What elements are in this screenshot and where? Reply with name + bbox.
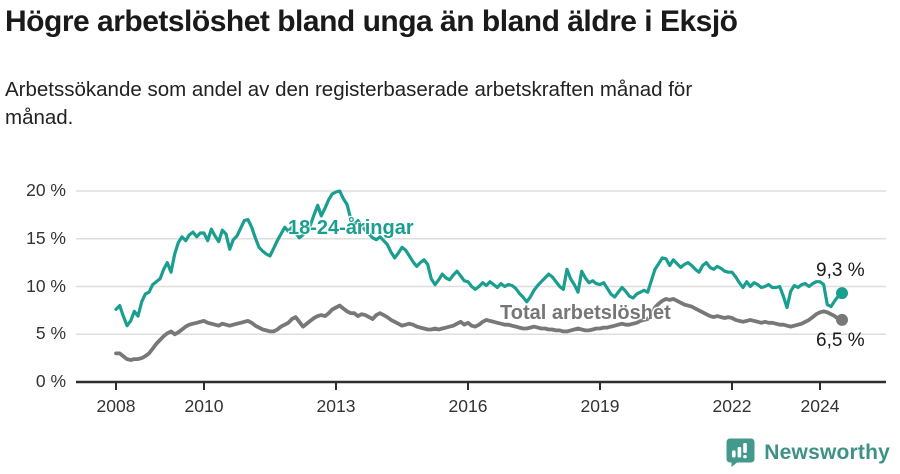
series-label-young: 18-24-åringar [288,217,414,239]
x-tick-label: 2008 [96,396,136,416]
x-tick-label: 2013 [316,396,356,416]
series-line-total [114,297,844,362]
end-value-label-young: 9,3 % [816,260,865,281]
end-value-label-total: 6,5 % [816,330,865,351]
x-tick-label: 2016 [448,396,488,416]
page-title: Högre arbetslöshet bland unga än bland ä… [5,5,738,38]
y-tick-label: 15 % [26,227,66,248]
x-tick-label: 2022 [712,396,752,416]
y-tick-label: 0 % [35,371,66,391]
end-dot-total [836,313,848,326]
newsworthy-logo[interactable]: Newsworthy [725,437,890,468]
end-dot-young [836,287,848,300]
x-tick-label: 2019 [580,396,620,416]
x-tick-label: 2010 [184,396,224,416]
newsworthy-icon [726,438,755,467]
page-subtitle: Arbetssökande som andel av den registerb… [5,78,693,130]
y-tick-label: 20 % [26,180,66,200]
x-tick-label: 2024 [800,396,840,416]
series-line-young [114,189,844,328]
y-tick-label: 5 % [35,323,66,344]
series-label-total: Total arbetslöshet [500,302,671,324]
y-tick-label: 10 % [26,275,66,296]
newsworthy-wordmark: Newsworthy [764,440,890,464]
